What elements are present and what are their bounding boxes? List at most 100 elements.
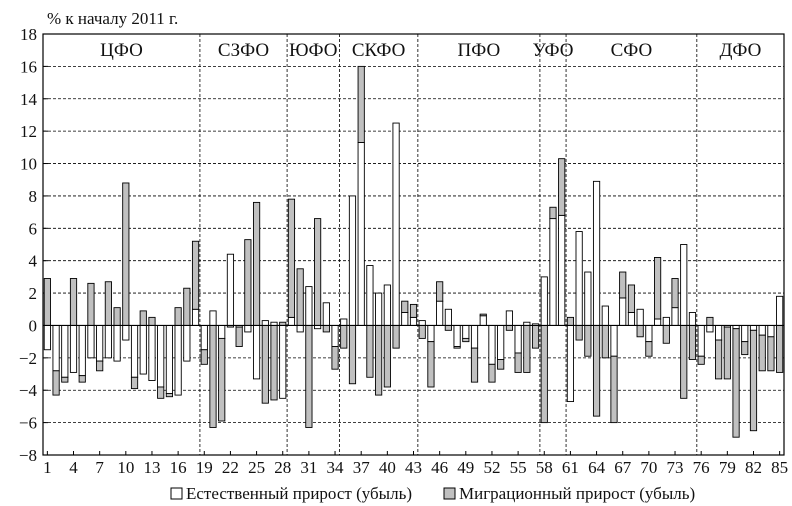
bar-natural-growth: [191, 308, 200, 326]
bar-natural-growth: [279, 325, 287, 399]
x-tick-label: 52: [483, 458, 500, 477]
bar-migration-growth: [688, 325, 697, 360]
bar-natural-growth: [296, 325, 304, 333]
x-tick-label: 46: [431, 458, 448, 477]
bar-natural-growth: [139, 325, 147, 375]
bar-natural-growth: [497, 325, 505, 360]
bar-natural-growth: [619, 297, 627, 326]
bar-natural-growth: [96, 325, 104, 362]
region-label: СЗФО: [218, 40, 269, 61]
bar-migration-growth: [549, 206, 557, 220]
bar-natural-growth: [436, 300, 444, 326]
x-tick-label: 49: [457, 458, 474, 477]
bar-natural-growth: [636, 308, 644, 326]
region-label: ДФО: [719, 40, 761, 61]
bar-natural-growth: [148, 325, 156, 381]
y-tick-label: −2: [19, 349, 37, 368]
bar-natural-growth: [767, 325, 775, 338]
y-tick-label: 4: [29, 252, 38, 271]
bars: [43, 65, 784, 438]
bar-migration-growth: [523, 325, 531, 373]
bar-natural-growth: [427, 325, 435, 343]
y-tick-label: −8: [19, 446, 37, 465]
bar-natural-growth: [209, 310, 217, 326]
x-tick-label: 37: [353, 458, 371, 477]
bar-natural-growth: [462, 325, 470, 339]
region-label: УФО: [532, 40, 573, 61]
bar-natural-growth: [113, 325, 121, 362]
bar-migration-growth: [96, 360, 104, 372]
bar-natural-growth: [348, 195, 357, 326]
bar-migration-growth: [113, 307, 121, 326]
bar-natural-growth: [601, 305, 609, 326]
bar-migration-growth: [706, 316, 714, 326]
x-tick-label: 58: [536, 458, 553, 477]
bar-migration-growth: [497, 359, 505, 370]
bar-migration-growth: [627, 284, 636, 313]
x-tick-label: 22: [222, 458, 239, 477]
y-tick-label: 16: [20, 57, 37, 76]
x-tick-label: 55: [510, 458, 527, 477]
plot-frame: [42, 33, 785, 456]
bar-migration-growth: [104, 281, 112, 326]
bar-migration-growth: [514, 352, 522, 373]
bar-migration-growth: [191, 240, 200, 310]
bar-migration-growth: [462, 337, 470, 343]
bar-natural-growth: [741, 325, 749, 343]
bar-natural-growth: [366, 265, 374, 326]
bar-migration-growth: [348, 325, 357, 385]
bar-migration-growth: [157, 386, 165, 399]
x-tick-label: 10: [117, 458, 134, 477]
legend-label-migration: Миграционный прирост (убыль): [459, 484, 695, 503]
x-tick-label: 76: [693, 458, 710, 477]
x-tick-label: 40: [379, 458, 396, 477]
bar-migration-growth: [392, 325, 400, 349]
bar-natural-growth: [61, 325, 69, 378]
bar-natural-growth: [645, 325, 653, 343]
bar-migration-growth: [409, 303, 418, 318]
bar-migration-growth: [749, 329, 758, 432]
legend-label-natural: Естественный прирост (убыль): [186, 484, 412, 503]
bar-natural-growth: [470, 325, 479, 349]
bar-natural-growth: [52, 325, 60, 372]
y-tick-label: −6: [19, 414, 37, 433]
bar-migration-growth: [601, 325, 609, 359]
legend: Естественный прирост (убыль) Миграционны…: [170, 484, 695, 503]
region-label: ЮФО: [289, 40, 338, 61]
bar-migration-growth: [270, 325, 278, 401]
bar-migration-growth: [558, 158, 566, 216]
bar-natural-growth: [392, 122, 400, 326]
grid-lines: [43, 33, 784, 456]
x-tick-labels: 1 4 7 10 13 16 19 22 25 28 31 34 37 40 43 46 49 52 55 58 61 6…: [43, 458, 788, 477]
x-tick-label: 67: [614, 458, 632, 477]
bar-natural-growth: [453, 325, 461, 347]
bar-migration-growth: [654, 257, 662, 320]
x-tick-label: 85: [771, 458, 788, 477]
bar-natural-growth: [540, 276, 548, 326]
bar-migration-growth: [139, 310, 147, 326]
bar-migration-growth: [218, 337, 226, 422]
bar-natural-growth: [401, 312, 409, 326]
x-tick-label: 1: [43, 458, 52, 477]
y-tick-label: 6: [29, 219, 38, 238]
bar-natural-growth: [592, 180, 601, 326]
bar-natural-growth: [226, 253, 235, 326]
bar-migration-growth: [174, 307, 182, 326]
y-tick-label: 10: [20, 155, 37, 174]
bar-natural-growth: [78, 325, 86, 377]
x-tick-label: 19: [196, 458, 213, 477]
bar-migration-growth: [375, 325, 383, 396]
legend-swatch-migration: [443, 487, 456, 500]
bar-natural-growth: [218, 325, 226, 339]
bar-natural-growth: [776, 295, 784, 326]
bar-natural-growth: [654, 318, 662, 326]
region-labels: ЦФО СЗФО ЮФО СКФО ПФО УФО СФО ДФО: [100, 40, 761, 61]
x-tick-label: 82: [745, 458, 762, 477]
bar-migration-growth: [366, 325, 374, 378]
y-tick-labels: −8 −6 −4 −2 0 2 4 6 8 10 12 14 16 18: [19, 25, 38, 465]
bar-migration-growth: [488, 363, 496, 383]
x-tick-label: 4: [69, 458, 78, 477]
bar-natural-growth: [479, 315, 487, 326]
x-tick-label: 43: [405, 458, 422, 477]
bar-migration-growth: [444, 325, 452, 331]
